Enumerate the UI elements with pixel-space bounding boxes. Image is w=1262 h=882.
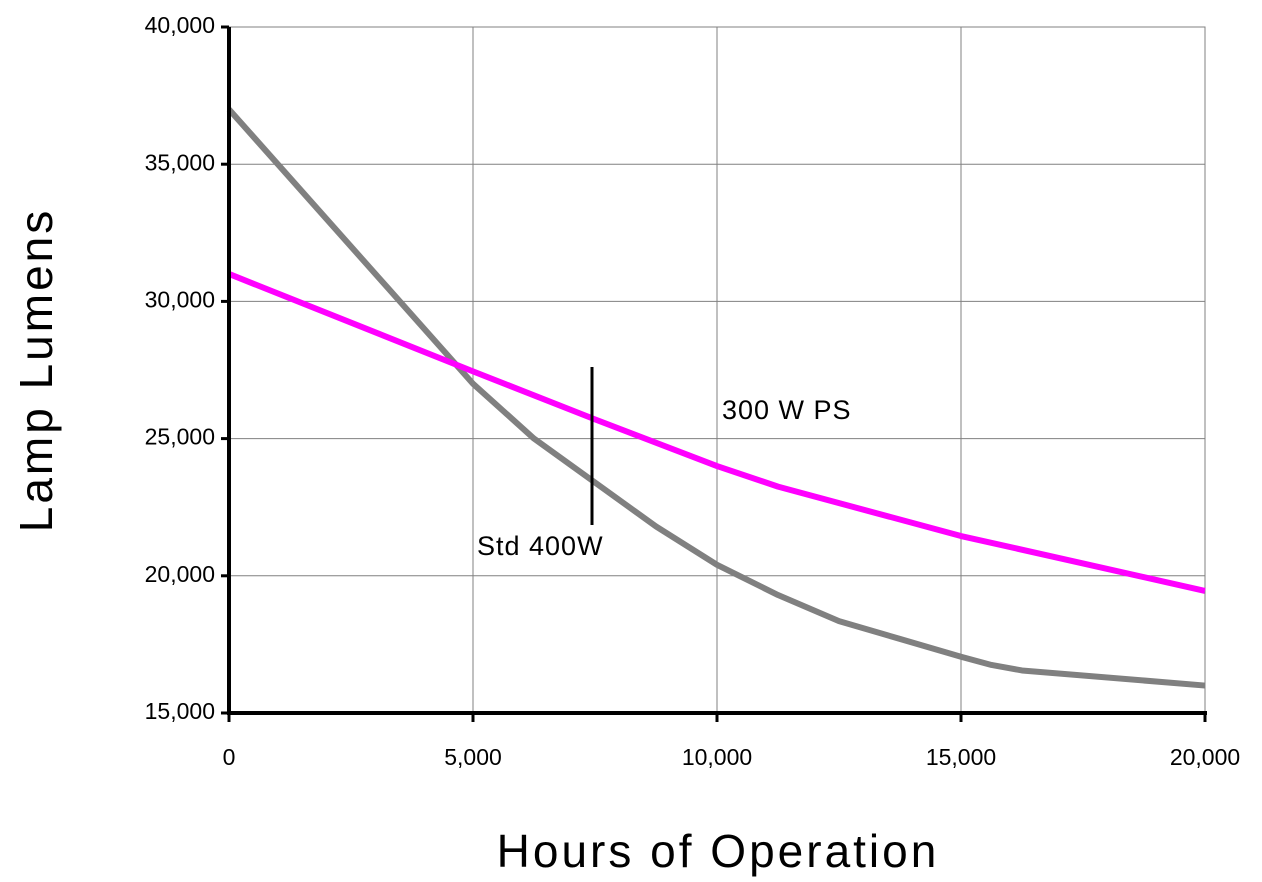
y-tick-label: 20,000 [145,561,215,587]
y-tick-label: 25,000 [145,424,215,450]
x-tick-label: 0 [223,744,236,770]
x-axis-title: Hours of Operation [497,825,940,877]
lines [226,107,1206,689]
series-label: 300 W PS [722,395,852,425]
series-label: Std 400W [477,531,604,561]
x-tick-label: 15,000 [926,744,996,770]
x-tick-label: 20,000 [1170,744,1240,770]
y-tick-label: 40,000 [145,12,215,38]
y-tick-label: 30,000 [145,286,215,312]
series-line [227,271,1206,594]
y-tick-label: 35,000 [145,149,215,175]
x-tick-label: 10,000 [682,744,752,770]
x-tick-label: 5,000 [444,744,502,770]
grid [228,26,1206,714]
y-axis-title: Lamp Lumens [10,208,62,533]
y-tick-label: 15,000 [145,698,215,724]
